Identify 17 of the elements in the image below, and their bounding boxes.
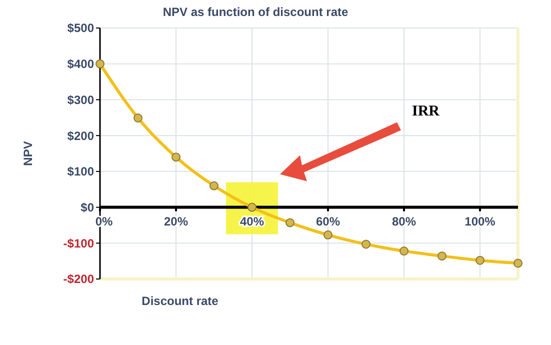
y-tick-label: $200 [67, 128, 94, 143]
x-tick-label: 40% [240, 214, 264, 228]
y-axis-title: NPV [21, 141, 35, 166]
y-tick-label: $500 [67, 21, 94, 36]
chart-title: NPV as function of discount rate [162, 5, 348, 19]
y-tick-label: -$100 [63, 236, 94, 250]
y-tick-label: $0 [80, 200, 94, 214]
x-tick-label: 60% [316, 214, 340, 228]
x-tick-label: 20% [164, 214, 188, 228]
x-tick-label: 100% [464, 214, 496, 228]
y-tick-label: $400 [67, 57, 94, 72]
annotation: IRR [412, 103, 440, 120]
y-tick-label: $100 [67, 164, 94, 179]
y-tick-label: -$200 [63, 272, 94, 286]
x-axis-title: Discount rate [142, 294, 219, 308]
y-tick-label: $300 [67, 92, 94, 107]
x-tick-label: 80% [392, 214, 416, 228]
